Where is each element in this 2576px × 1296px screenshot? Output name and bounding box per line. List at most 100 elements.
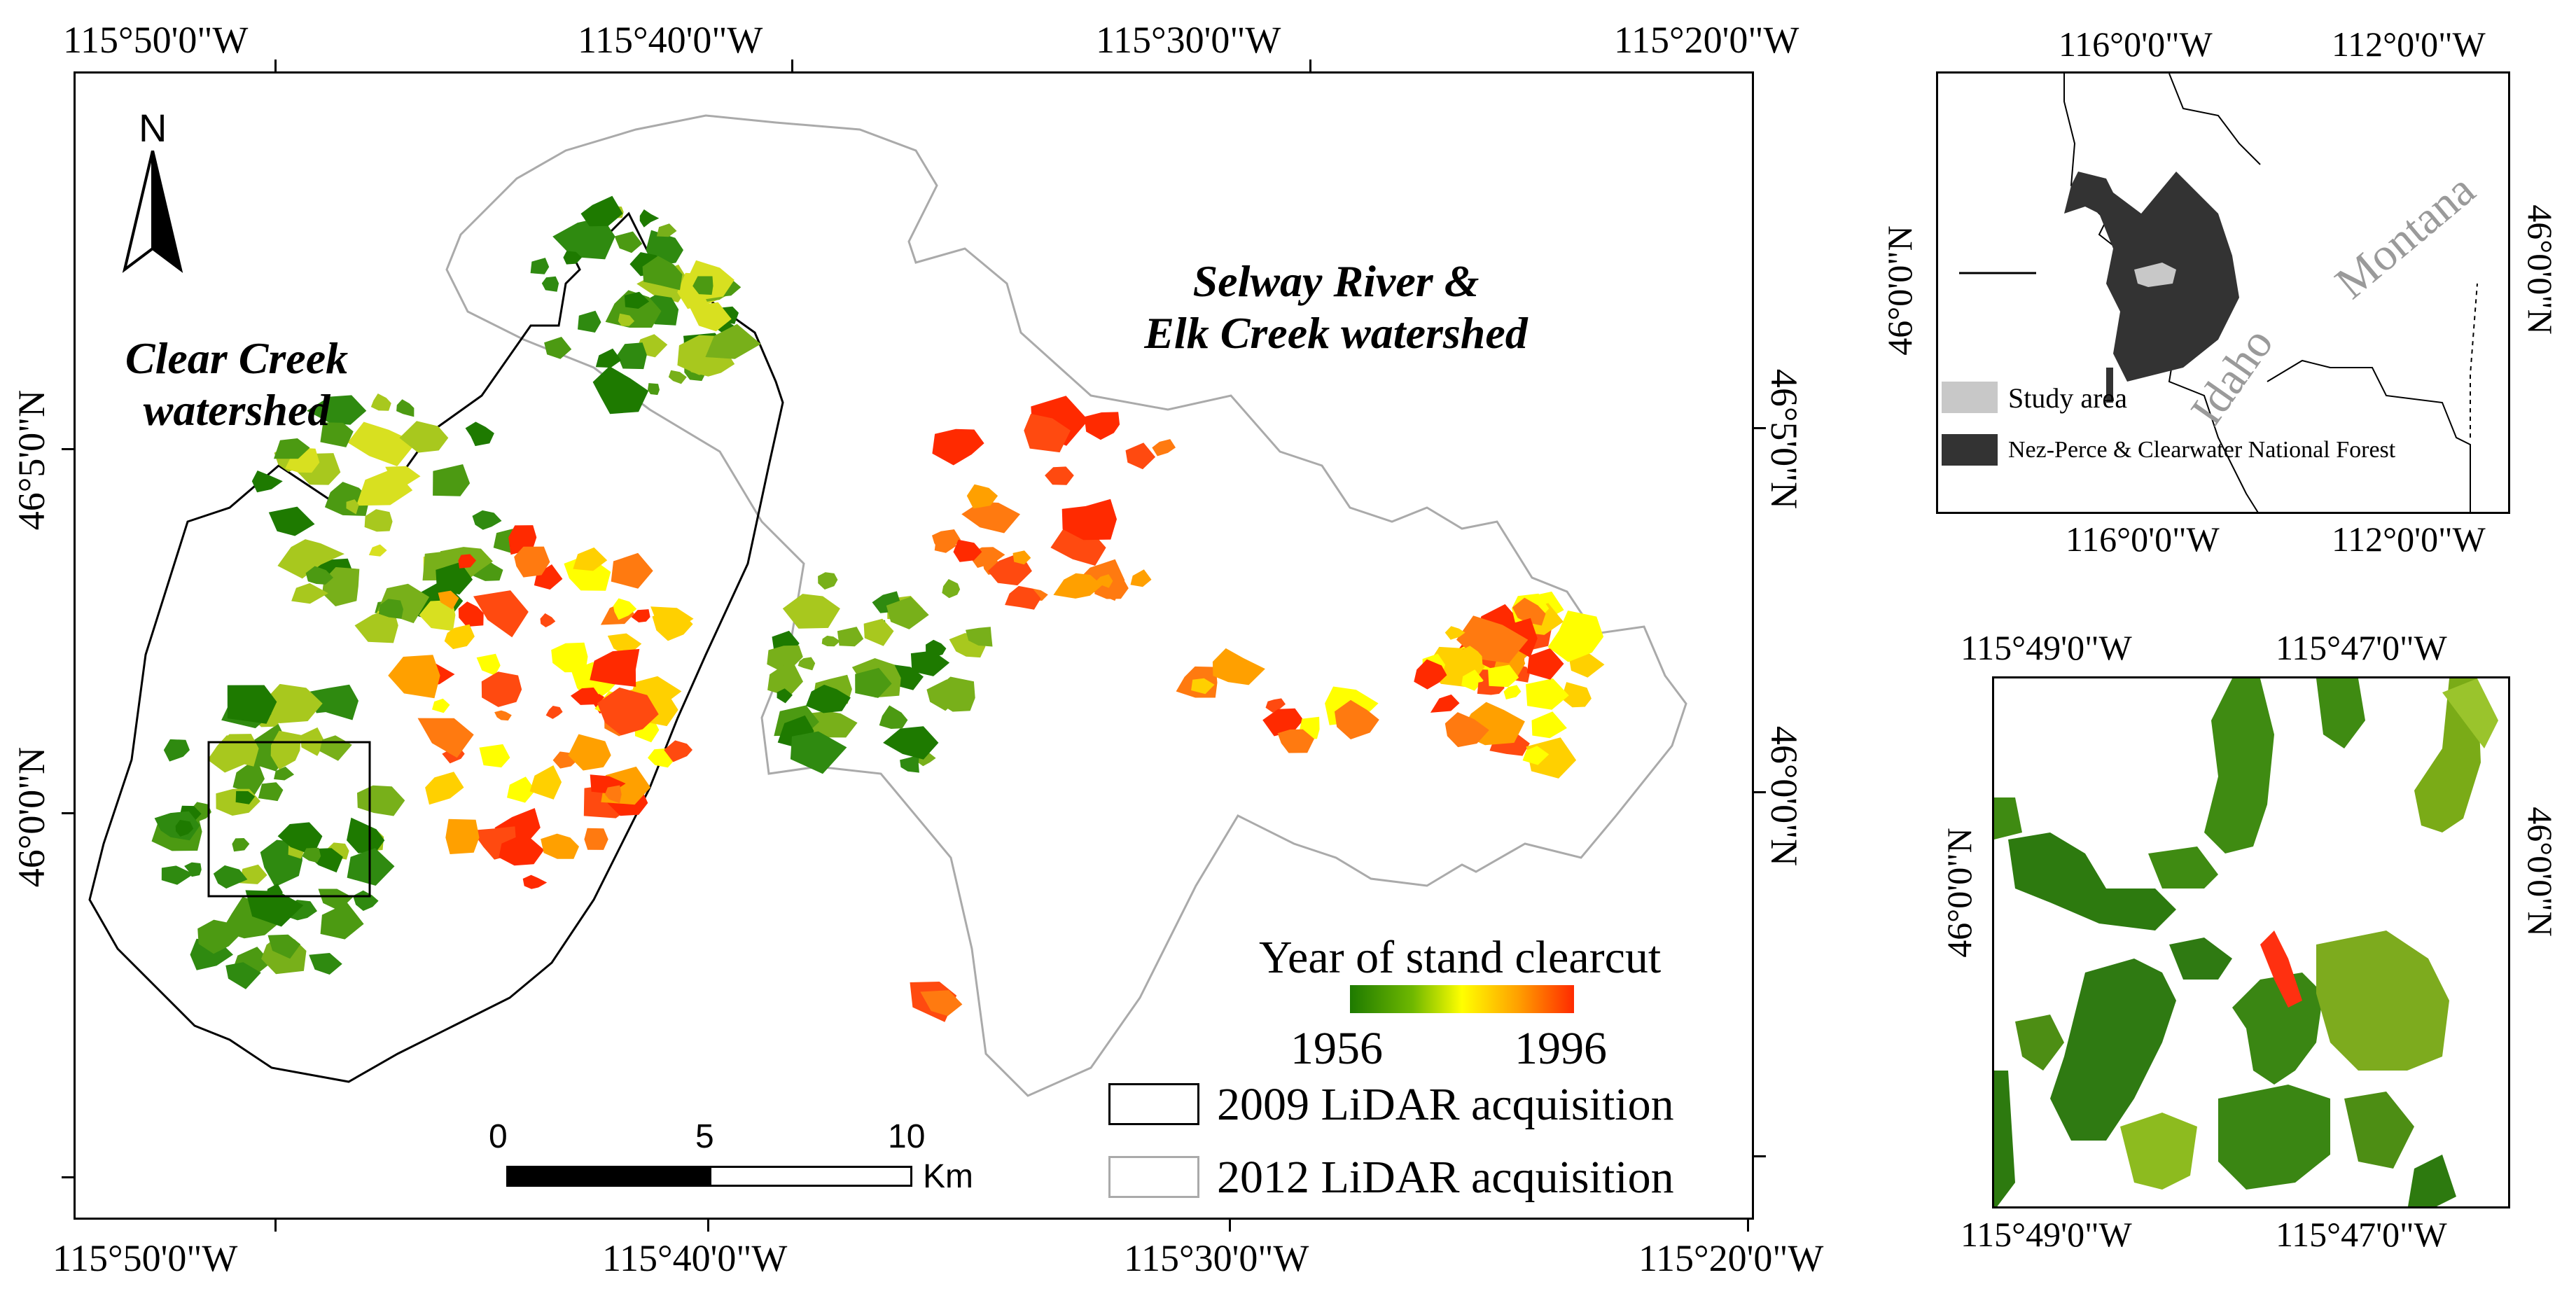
main-top-lon-3: 115°30'0"W [1096, 19, 1281, 61]
clearcut-patch [966, 484, 998, 509]
clearcut-patch [235, 790, 256, 804]
legend-study-swatch [1942, 382, 1998, 413]
clearcut-patch [544, 337, 572, 359]
legend-2012-label: 2012 LiDAR acquisition [1217, 1152, 1674, 1203]
clearcut-patch [1512, 597, 1546, 626]
study-area-shape [2134, 263, 2176, 287]
clearcut-patch [1461, 669, 1484, 691]
clearcut-patch [650, 606, 694, 630]
clearcut-patch [514, 546, 550, 578]
clearcut-patch [1503, 685, 1522, 699]
clearcut-patch [433, 464, 471, 496]
clearcut-patch [942, 579, 961, 599]
clearcut-patch [370, 393, 391, 411]
clearcut-patch [417, 718, 474, 758]
clearcut-patch [213, 865, 248, 889]
legend-study-label: Study area [2008, 382, 2127, 414]
legend-2009-swatch [1108, 1083, 1199, 1125]
clearcut-patch [425, 772, 464, 805]
clearcut-patch [1531, 711, 1567, 739]
clearcut-patch [270, 730, 301, 770]
main-right-lat-2: 46°0'0"N [1763, 725, 1806, 867]
clearcut-patch [302, 847, 321, 863]
clearcut-patch [855, 667, 892, 698]
clearcut-patch [953, 539, 982, 562]
clearcut-patch [458, 601, 484, 627]
clearcut-patch [568, 734, 611, 771]
clearcut-patch [1277, 729, 1314, 753]
clearcut-patch [584, 828, 608, 850]
main-bottom-lon-1: 115°50'0"W [53, 1237, 238, 1279]
clearcut-patch [580, 195, 623, 227]
clearcut-patch [353, 890, 379, 911]
clearcut-patch [886, 597, 929, 629]
clearcut-patch [570, 687, 600, 705]
clearcut-patch [552, 217, 615, 260]
clearcut-patch [465, 421, 494, 447]
clearcut-patch [1130, 569, 1152, 587]
clearcut-patch [445, 818, 480, 854]
clearcut-patch [245, 890, 304, 927]
clearcut-patch [624, 291, 650, 309]
clearcut-patch [347, 817, 385, 853]
clearcut-patch [1024, 414, 1071, 453]
clearcut-patch [388, 655, 440, 699]
main-map-panel: N Clear Creek watershed Selway River & Elk… [74, 71, 1754, 1220]
loc-bottom-lon-2: 112°0'0"W [2332, 520, 2486, 559]
legend-forest-swatch [1942, 434, 1998, 466]
colorbar-max: 1996 [1515, 1023, 1607, 1074]
north-arrow: N [118, 106, 188, 273]
legend-2009-label: 2009 LiDAR acquisition [1217, 1079, 1674, 1130]
clearcut-patch [966, 627, 993, 647]
clearcut-patch [821, 635, 840, 647]
clearcut-patch [324, 482, 370, 516]
clearcut-patch [197, 919, 239, 954]
clearcut-patch [1444, 626, 1465, 640]
clearcut-patch [631, 609, 650, 622]
clearcut-patch [476, 653, 501, 676]
clearcut-patch [396, 399, 415, 417]
clearcut-patch [479, 744, 510, 768]
clearcut-patch [777, 688, 793, 704]
clearcut-patch [551, 642, 588, 673]
clearcut-patch [277, 822, 323, 856]
loc-top-lon-2: 112°0'0"W [2332, 25, 2486, 64]
main-map-canvas [88, 114, 1687, 1097]
clearcut-patch [161, 865, 194, 885]
main-left-lat-2: 46°0'0"N [11, 746, 53, 888]
clearcut-patch [522, 875, 548, 889]
clearcut-patch [573, 547, 608, 571]
clearcut-patch [932, 529, 961, 552]
clearcut-patch [239, 864, 267, 884]
clearcut-patch [664, 740, 692, 762]
clearcut-patch [529, 765, 562, 800]
locator-map-canvas [1959, 74, 2478, 512]
clearcut-patch [507, 776, 536, 803]
clearcut-patch [818, 572, 838, 590]
clearcut-patch [767, 660, 803, 697]
main-top-lon-1: 115°50'0"W [63, 19, 249, 61]
north-arrow-icon [122, 151, 183, 273]
clearcut-patch [268, 506, 315, 536]
main-left-lat-1: 46°5'0"N [11, 389, 53, 531]
legend-forest-label: Nez-Perce & Clearwater National Forest [2008, 437, 2396, 463]
clearcut-patch [563, 251, 582, 265]
clearcut-patch [319, 735, 352, 761]
clearcut-patch [597, 687, 659, 736]
clearcut-patch [438, 590, 459, 610]
selway-label: Selway River & Elk Creek watershed [1144, 256, 1528, 358]
scale-unit: Km [923, 1158, 973, 1195]
clearcut-patch [837, 627, 864, 647]
legend-2012-swatch [1108, 1156, 1199, 1198]
north-arrow-label: N [139, 106, 167, 150]
clearcut-patch [347, 421, 417, 466]
clearcut-patch [611, 552, 653, 589]
clearcut-patch [258, 782, 284, 802]
clearcut-patch [274, 438, 310, 459]
detail-extent-box [207, 741, 371, 898]
detail-map-canvas [1994, 678, 2498, 1206]
main-right-lat-1: 46°5'0"N [1763, 368, 1806, 510]
clearcut-patch [494, 710, 512, 721]
clearcut-patch [184, 862, 202, 877]
clearcut-patch [1061, 499, 1117, 541]
